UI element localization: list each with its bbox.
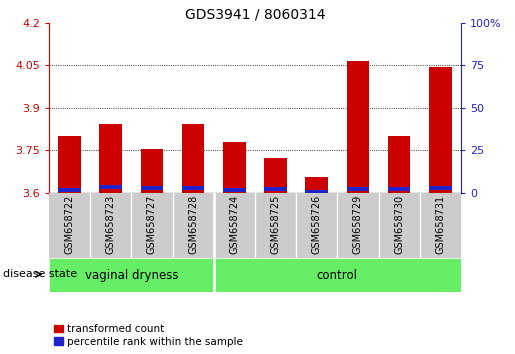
Text: disease state: disease state — [3, 269, 77, 279]
Bar — [182, 124, 204, 193]
Bar — [223, 188, 246, 192]
Bar — [58, 136, 81, 193]
Text: control: control — [317, 269, 358, 282]
Text: GSM658731: GSM658731 — [435, 195, 445, 254]
Text: GSM658725: GSM658725 — [270, 195, 281, 254]
Bar — [305, 189, 328, 193]
Text: GSM658722: GSM658722 — [64, 195, 75, 254]
Text: GSM658724: GSM658724 — [229, 195, 239, 254]
Bar — [214, 258, 461, 292]
Bar — [223, 142, 246, 193]
Legend: transformed count, percentile rank within the sample: transformed count, percentile rank withi… — [52, 322, 245, 349]
Bar — [99, 185, 122, 189]
Text: GSM658727: GSM658727 — [147, 195, 157, 254]
Bar — [305, 177, 328, 193]
Bar — [264, 158, 287, 193]
Bar — [388, 136, 410, 193]
Bar — [141, 186, 163, 190]
Text: GSM658730: GSM658730 — [394, 195, 404, 254]
Title: GDS3941 / 8060314: GDS3941 / 8060314 — [185, 8, 325, 22]
Text: GSM658728: GSM658728 — [188, 195, 198, 254]
Text: vaginal dryness: vaginal dryness — [84, 269, 178, 282]
Bar — [49, 258, 214, 292]
Bar — [182, 186, 204, 190]
Text: GSM658726: GSM658726 — [312, 195, 322, 254]
Bar — [99, 124, 122, 193]
Bar — [388, 187, 410, 191]
Bar — [429, 185, 452, 189]
Text: GSM658723: GSM658723 — [106, 195, 116, 254]
Bar — [141, 149, 163, 193]
Bar — [347, 61, 369, 193]
Bar — [264, 187, 287, 191]
Text: GSM658729: GSM658729 — [353, 195, 363, 254]
Bar — [58, 188, 81, 192]
Bar — [347, 187, 369, 191]
Bar — [429, 67, 452, 193]
